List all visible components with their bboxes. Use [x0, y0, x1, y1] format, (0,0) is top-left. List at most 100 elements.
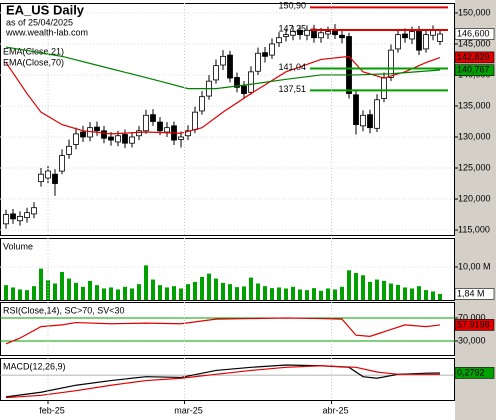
candle-body: [423, 34, 429, 50]
volume-bar: [221, 282, 225, 300]
candle-body: [31, 207, 37, 215]
volume-bar: [375, 279, 379, 300]
candle-body: [430, 29, 436, 36]
candle-body: [115, 135, 121, 143]
candle-body: [437, 33, 443, 42]
last-value-box: [454, 28, 495, 40]
panel-title: MACD(12,26,9): [3, 361, 66, 371]
panel: [0, 3, 455, 236]
volume-bar: [291, 286, 295, 300]
candle-body: [283, 34, 289, 37]
candle-body: [402, 33, 408, 39]
level-label: 141,04: [278, 62, 306, 72]
volume-bar: [109, 287, 113, 300]
volume-bar: [368, 281, 372, 300]
candle-body: [234, 77, 240, 88]
ema-line: [5, 46, 441, 90]
volume-bar: [88, 280, 92, 300]
candle-body: [178, 136, 184, 140]
volume-bar: [165, 287, 169, 300]
panel: [0, 358, 455, 401]
volume-bar: [214, 278, 218, 300]
candle-body: [409, 31, 415, 40]
candle-body: [318, 32, 324, 39]
volume-bar: [67, 278, 71, 300]
chart-title: EA_US Daily: [6, 2, 85, 17]
volume-bar: [424, 290, 428, 300]
series-line: [5, 364, 441, 398]
candle-body: [374, 99, 380, 129]
volume-bar: [11, 287, 15, 300]
candle-body: [213, 65, 219, 81]
volume-bar: [102, 288, 106, 300]
candle-body: [94, 126, 100, 132]
panel-title: RSI(Close,14), SC>70, SV<30: [3, 305, 125, 315]
candle-body: [10, 213, 16, 220]
candle-body: [395, 34, 401, 50]
volume-bar: [284, 288, 288, 300]
volume-bar: [347, 270, 351, 300]
x-tick-label: mar-25: [174, 405, 203, 415]
x-tick-label: abr-25: [322, 405, 348, 415]
candle-body: [164, 127, 170, 133]
volume-bar: [4, 285, 8, 300]
last-value-label: 57,9198: [457, 319, 490, 329]
volume-bar: [333, 289, 337, 300]
volume-bar: [95, 285, 99, 300]
series-line: [5, 317, 441, 345]
y-tick-label: 125,000: [458, 162, 491, 172]
y-tick-label: 115,000: [458, 224, 490, 234]
candle-body: [227, 54, 233, 79]
volume-bar: [18, 289, 22, 300]
volume-bar: [298, 289, 302, 300]
volume-bar: [186, 284, 190, 300]
candle-body: [339, 34, 345, 39]
volume-bar: [389, 283, 393, 300]
candle-body: [276, 37, 282, 44]
last-value-box: [454, 64, 495, 76]
volume-bar: [123, 286, 127, 300]
y-tick-label: 150,000: [458, 7, 491, 17]
volume-bar: [382, 280, 386, 300]
last-value-label: 142,829: [457, 52, 490, 62]
volume-bar: [242, 286, 246, 300]
volume-bar: [46, 280, 50, 300]
panel: [0, 302, 455, 356]
volume-bar: [277, 287, 281, 300]
volume-bar: [151, 279, 155, 300]
candle-body: [52, 173, 58, 184]
candle-body: [241, 85, 247, 94]
candle-body: [59, 155, 65, 172]
candle-body: [150, 114, 156, 122]
volume-bar: [116, 289, 120, 300]
candle-body: [17, 215, 23, 222]
last-value-label: 140,767: [457, 65, 490, 75]
last-value-box: [454, 288, 495, 300]
candle-body: [192, 111, 198, 130]
candle-body: [290, 31, 296, 36]
volume-bar: [235, 287, 239, 300]
candle-body: [325, 31, 331, 35]
chart-site: www.wealth-lab.com: [5, 27, 88, 37]
y-tick-label: 120,000: [458, 193, 491, 203]
y-tick-label: 30,000: [458, 335, 486, 345]
candle-body: [199, 96, 205, 112]
candle-body: [122, 134, 128, 144]
volume-bar: [25, 290, 29, 300]
candle-body: [255, 52, 261, 72]
volume-bar: [305, 290, 309, 300]
y-tick-label: 70,000: [458, 312, 486, 322]
volume-bar: [228, 284, 232, 300]
level-label: 147,25: [278, 23, 306, 33]
x-tick-label: feb-25: [39, 405, 65, 415]
volume-bar: [361, 275, 365, 300]
volume-bar: [396, 284, 400, 300]
candle-body: [66, 145, 72, 155]
volume-bar: [249, 277, 253, 300]
y-tick-label: 145,000: [458, 38, 491, 48]
volume-bar: [172, 286, 176, 300]
candle-body: [367, 114, 373, 129]
volume-bar: [81, 286, 85, 300]
volume-bar: [32, 286, 36, 300]
